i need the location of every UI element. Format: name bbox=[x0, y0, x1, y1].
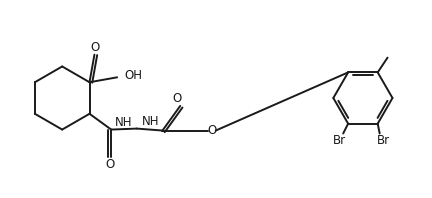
Text: Br: Br bbox=[377, 134, 390, 147]
Text: NH: NH bbox=[142, 115, 159, 128]
Text: O: O bbox=[105, 158, 115, 170]
Text: O: O bbox=[173, 92, 182, 106]
Text: Br: Br bbox=[333, 134, 346, 147]
Text: NH: NH bbox=[115, 116, 133, 129]
Text: O: O bbox=[91, 41, 100, 54]
Text: OH: OH bbox=[124, 69, 142, 82]
Text: O: O bbox=[207, 124, 216, 137]
